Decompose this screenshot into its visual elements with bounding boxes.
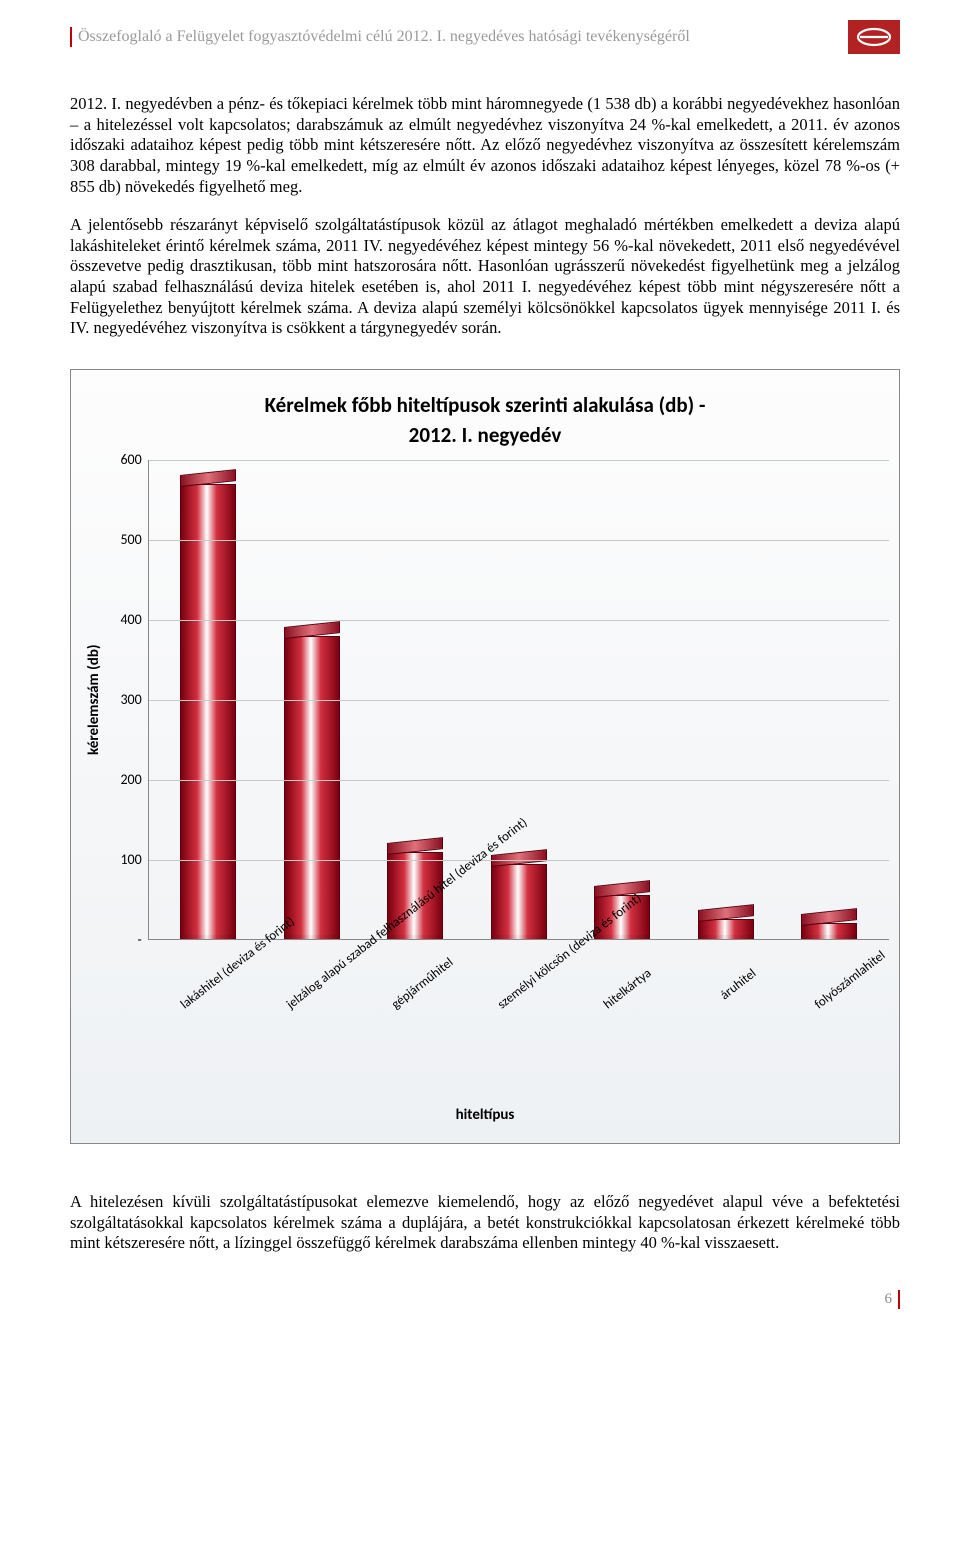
y-axis-label: kérelemszám (db) (81, 460, 108, 940)
header-title: Összefoglaló a Felügyelet fogyasztóvédel… (70, 27, 690, 47)
bar (180, 484, 236, 939)
body-paragraph-3: A hitelezésen kívüli szolgáltatástípusok… (70, 1192, 900, 1254)
chart-title-line2: 2012. I. negyedév (81, 422, 889, 448)
chart-title-line1: Kérelmek főbb hiteltípusok szerinti alak… (81, 392, 889, 418)
y-axis-ticks: 600500400300200100- (108, 460, 148, 940)
bar-chart-container: Kérelmek főbb hiteltípusok szerinti alak… (70, 369, 900, 1144)
body-paragraph-1: 2012. I. negyedévben a pénz- és tőkepiac… (70, 94, 900, 197)
brand-logo (848, 20, 900, 54)
bar (801, 923, 857, 939)
chart-plot-area: kérelemszám (db) 600500400300200100- (81, 460, 889, 940)
gridline (149, 460, 889, 461)
body-paragraph-2: A jelentősebb részarányt képviselő szolg… (70, 215, 900, 339)
page-header: Összefoglaló a Felügyelet fogyasztóvédel… (70, 20, 900, 54)
document-page: Összefoglaló a Felügyelet fogyasztóvédel… (0, 0, 960, 1349)
page-number: 6 (70, 1290, 900, 1309)
gridline (149, 860, 889, 861)
gridline (149, 780, 889, 781)
logo-icon (854, 26, 894, 48)
plot-region (148, 460, 889, 940)
gridline (149, 620, 889, 621)
gridline (149, 700, 889, 701)
gridline (149, 540, 889, 541)
bar (698, 919, 754, 939)
bar (491, 864, 547, 940)
bar (284, 636, 340, 939)
